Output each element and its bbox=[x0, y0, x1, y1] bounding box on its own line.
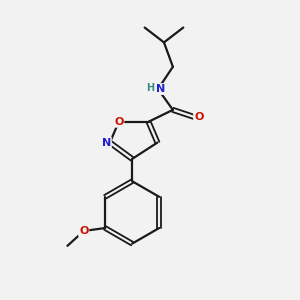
Text: O: O bbox=[114, 117, 124, 127]
Text: O: O bbox=[194, 112, 203, 122]
Text: H: H bbox=[146, 82, 154, 93]
Text: O: O bbox=[79, 226, 88, 236]
Text: N: N bbox=[102, 138, 111, 148]
Text: N: N bbox=[156, 84, 166, 94]
